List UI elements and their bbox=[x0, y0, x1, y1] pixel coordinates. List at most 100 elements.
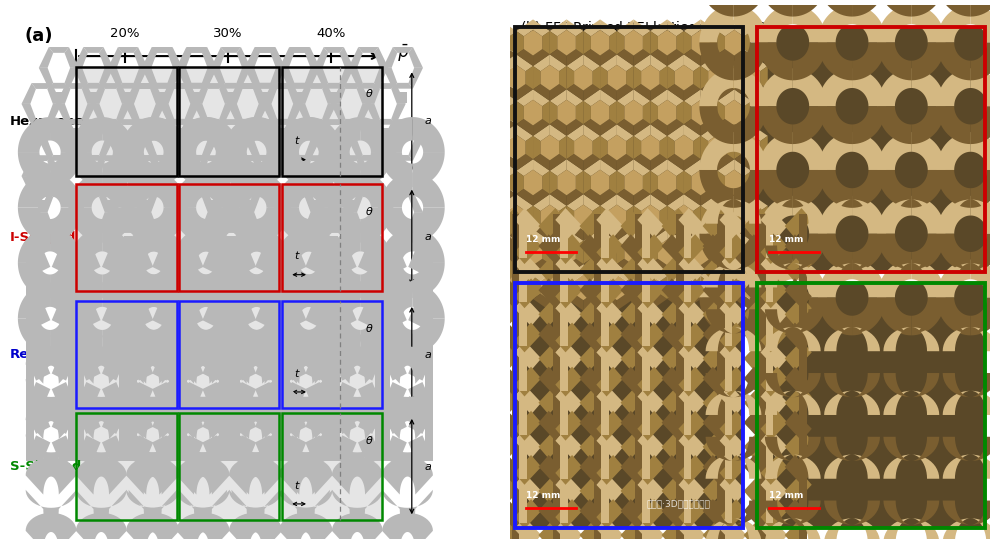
Polygon shape bbox=[624, 170, 643, 195]
Polygon shape bbox=[576, 171, 583, 194]
Polygon shape bbox=[758, 435, 766, 479]
Polygon shape bbox=[324, 119, 344, 125]
Polygon shape bbox=[538, 323, 566, 353]
Polygon shape bbox=[542, 241, 550, 264]
Polygon shape bbox=[576, 31, 583, 54]
Polygon shape bbox=[911, 298, 945, 336]
Polygon shape bbox=[758, 258, 766, 302]
Polygon shape bbox=[393, 119, 413, 125]
Polygon shape bbox=[626, 136, 634, 159]
Polygon shape bbox=[152, 155, 172, 161]
Polygon shape bbox=[703, 234, 730, 264]
Polygon shape bbox=[280, 119, 294, 140]
Polygon shape bbox=[617, 194, 634, 211]
Polygon shape bbox=[177, 435, 201, 465]
Polygon shape bbox=[483, 49, 500, 66]
Polygon shape bbox=[253, 155, 267, 176]
Polygon shape bbox=[852, 69, 886, 106]
Polygon shape bbox=[210, 200, 218, 211]
Polygon shape bbox=[245, 68, 259, 89]
Polygon shape bbox=[600, 294, 617, 311]
Polygon shape bbox=[635, 258, 642, 302]
Polygon shape bbox=[943, 373, 999, 397]
Polygon shape bbox=[550, 124, 567, 141]
Polygon shape bbox=[667, 49, 684, 66]
Polygon shape bbox=[382, 128, 390, 139]
Polygon shape bbox=[497, 296, 524, 326]
Polygon shape bbox=[83, 119, 103, 125]
Polygon shape bbox=[684, 391, 691, 435]
Polygon shape bbox=[283, 244, 306, 274]
Polygon shape bbox=[725, 347, 732, 391]
Polygon shape bbox=[516, 54, 533, 71]
Polygon shape bbox=[245, 191, 259, 212]
Polygon shape bbox=[883, 518, 939, 542]
Polygon shape bbox=[152, 435, 176, 465]
Polygon shape bbox=[785, 543, 812, 544]
Polygon shape bbox=[116, 155, 131, 176]
Polygon shape bbox=[497, 473, 524, 503]
Polygon shape bbox=[357, 104, 371, 125]
Polygon shape bbox=[380, 263, 413, 298]
Polygon shape bbox=[600, 119, 617, 136]
Polygon shape bbox=[288, 104, 302, 125]
Polygon shape bbox=[499, 194, 516, 211]
Polygon shape bbox=[207, 152, 239, 187]
Polygon shape bbox=[699, 298, 733, 336]
Polygon shape bbox=[911, 0, 945, 16]
Polygon shape bbox=[555, 517, 582, 544]
Polygon shape bbox=[134, 68, 148, 89]
Polygon shape bbox=[719, 208, 747, 238]
Polygon shape bbox=[126, 347, 177, 384]
Polygon shape bbox=[593, 276, 600, 299]
Polygon shape bbox=[717, 258, 725, 302]
Polygon shape bbox=[473, 296, 500, 326]
Polygon shape bbox=[364, 236, 372, 247]
Polygon shape bbox=[272, 83, 292, 89]
Polygon shape bbox=[169, 191, 189, 197]
Polygon shape bbox=[703, 499, 730, 529]
Text: a: a bbox=[424, 350, 431, 360]
Polygon shape bbox=[473, 473, 500, 503]
Polygon shape bbox=[255, 244, 279, 274]
Polygon shape bbox=[322, 408, 330, 461]
Polygon shape bbox=[617, 20, 634, 36]
Polygon shape bbox=[127, 404, 151, 434]
Polygon shape bbox=[152, 119, 172, 125]
Polygon shape bbox=[134, 83, 155, 89]
Polygon shape bbox=[168, 47, 183, 68]
Polygon shape bbox=[224, 207, 256, 243]
Polygon shape bbox=[255, 298, 279, 327]
Polygon shape bbox=[256, 318, 288, 354]
Polygon shape bbox=[996, 170, 1000, 208]
Polygon shape bbox=[26, 301, 34, 355]
Text: Hexagonal: Hexagonal bbox=[10, 115, 89, 128]
Polygon shape bbox=[305, 119, 319, 140]
Polygon shape bbox=[306, 119, 327, 125]
Polygon shape bbox=[911, 259, 945, 298]
Polygon shape bbox=[153, 283, 185, 318]
Polygon shape bbox=[719, 367, 747, 397]
Polygon shape bbox=[473, 385, 500, 415]
Polygon shape bbox=[596, 455, 623, 485]
Polygon shape bbox=[360, 207, 392, 243]
Polygon shape bbox=[641, 65, 660, 90]
Polygon shape bbox=[270, 191, 285, 212]
Polygon shape bbox=[52, 275, 75, 305]
Bar bbox=[515, 283, 743, 528]
Polygon shape bbox=[583, 31, 591, 54]
Polygon shape bbox=[126, 379, 177, 416]
Polygon shape bbox=[383, 140, 397, 161]
Polygon shape bbox=[124, 236, 132, 247]
Polygon shape bbox=[425, 355, 433, 408]
Polygon shape bbox=[76, 248, 84, 301]
Polygon shape bbox=[678, 252, 705, 282]
Polygon shape bbox=[574, 275, 593, 300]
Polygon shape bbox=[159, 155, 173, 176]
Polygon shape bbox=[760, 455, 788, 485]
Bar bbox=[282, 301, 382, 408]
Polygon shape bbox=[785, 385, 812, 415]
Polygon shape bbox=[734, 84, 751, 101]
Polygon shape bbox=[273, 83, 293, 89]
Polygon shape bbox=[245, 212, 259, 233]
